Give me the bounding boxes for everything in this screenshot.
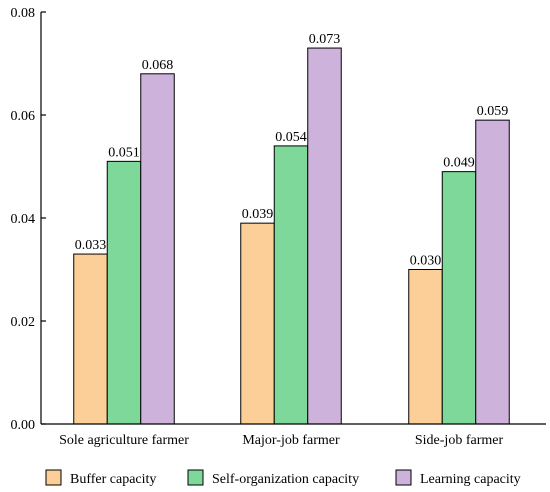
bar (273, 145, 309, 425)
bar (441, 171, 477, 425)
data-label: 0.049 (443, 156, 475, 171)
legend-swatch (187, 469, 204, 486)
category-label: Major-job farmer (242, 433, 340, 448)
bars-group (73, 47, 510, 425)
bar (106, 160, 142, 425)
data-label: 0.051 (108, 145, 140, 160)
y-ticks-group: 0.00 0.02 0.04 0.06 0.08 (11, 6, 46, 433)
y-tick-label: 0.06 (11, 109, 36, 124)
data-label: 0.059 (477, 104, 509, 119)
category-label: Side-job farmer (415, 433, 504, 448)
data-label: 0.030 (410, 254, 442, 269)
data-label: 0.054 (275, 130, 307, 145)
legend: Buffer capacity Self-organization capacit… (45, 469, 521, 487)
data-label: 0.033 (75, 238, 107, 253)
legend-label: Learning capacity (420, 472, 521, 487)
bar (307, 47, 342, 425)
bar (475, 119, 510, 425)
data-labels-group: 0.033 0.051 0.068 0.039 0.054 0.073 0.030 0.049… (75, 32, 509, 268)
legend-label: Self-organization capacity (212, 472, 359, 487)
legend-swatch (45, 469, 62, 486)
y-tick-label: 0.02 (11, 315, 36, 330)
bar (73, 253, 108, 425)
data-label: 0.073 (309, 32, 341, 47)
y-tick-label: 0.08 (11, 6, 36, 21)
data-label: 0.039 (242, 207, 274, 222)
category-label: Sole agriculture farmer (59, 433, 189, 448)
category-labels-group: Sole agriculture farmer Major-job farmer S… (59, 433, 503, 448)
data-label: 0.068 (142, 58, 174, 73)
bar (408, 269, 443, 425)
bar (240, 222, 275, 425)
legend-swatch (395, 469, 412, 486)
bar (140, 73, 175, 425)
y-tick-label: 0.04 (11, 212, 36, 227)
y-tick-label: 0.00 (11, 418, 36, 433)
legend-label: Buffer capacity (70, 472, 156, 487)
